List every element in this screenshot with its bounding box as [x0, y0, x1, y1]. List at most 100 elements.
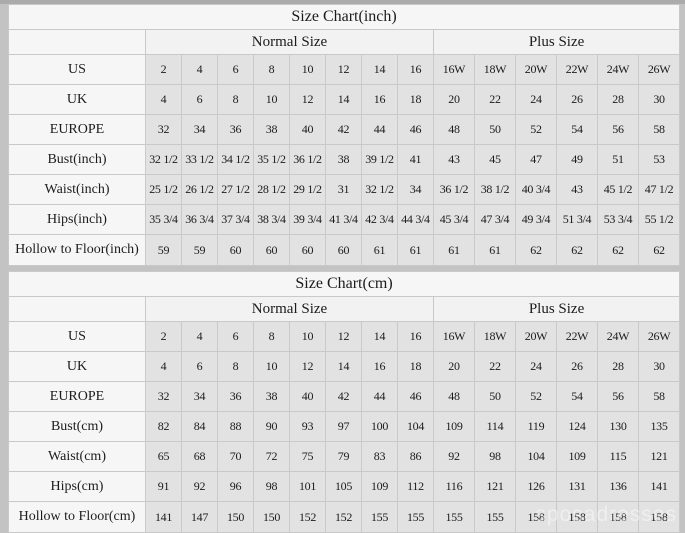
size-value-cell: 42	[325, 381, 362, 412]
row-label: Waist(inch)	[8, 174, 146, 205]
row-label: UK	[8, 351, 146, 382]
size-value-cell: 14	[361, 321, 398, 352]
size-value-cell: 152	[325, 501, 362, 533]
size-value-cell: 2	[145, 321, 182, 352]
size-value-cell: 27 1/2	[217, 174, 254, 205]
table-row: Waist(inch) 25 1/2 26 1/2 27 1/2 28 1/2 29 1/…	[8, 174, 681, 205]
size-value-cell: 42	[325, 114, 362, 145]
size-value-cell: 16W	[433, 321, 475, 352]
size-value-cell: 83	[361, 441, 398, 472]
plus-size-header: Plus Size	[432, 29, 681, 55]
size-value-cell: 24W	[597, 54, 639, 85]
size-value-cell: 121	[637, 441, 681, 472]
size-value-cell: 44 3/4	[397, 204, 434, 235]
size-value-cell: 62	[556, 234, 598, 266]
size-value-cell: 51 3/4	[556, 204, 598, 235]
size-value-cell: 61	[361, 234, 398, 266]
table-row: Hollow to Floor(inch) 59 59 60 60 60 60 61 61 61 6…	[8, 234, 681, 266]
size-value-cell: 155	[361, 501, 398, 533]
size-value-cell: 97	[325, 411, 362, 442]
size-value-cell: 61	[433, 234, 475, 266]
size-value-cell: 44	[361, 114, 398, 145]
size-value-cell: 36 1/2	[289, 144, 326, 175]
size-value-cell: 40	[289, 381, 326, 412]
size-value-cell: 70	[217, 441, 254, 472]
size-value-cell: 141	[145, 501, 182, 533]
size-value-cell: 60	[253, 234, 290, 266]
size-value-cell: 38 1/2	[474, 174, 516, 205]
size-value-cell: 51	[597, 144, 639, 175]
size-value-cell: 22W	[556, 54, 598, 85]
size-value-cell: 147	[181, 501, 218, 533]
size-value-cell: 12	[289, 84, 326, 115]
table-row: US 2 4 6 8 10 12 14 16 16W 18W 20W 22W 24W 26W	[8, 321, 681, 352]
table-row: US 2 4 6 8 10 12 14 16 16W 18W 20W 22W 24W 26W	[8, 54, 681, 85]
size-value-cell: 65	[145, 441, 182, 472]
size-value-cell: 62	[597, 234, 639, 266]
table-row: UK 4 6 8 10 12 14 16 18 20 22 24 26 28 30	[8, 84, 681, 115]
size-value-cell: 47 1/2	[637, 174, 681, 205]
size-value-cell: 88	[217, 411, 254, 442]
size-value-cell: 84	[181, 411, 218, 442]
size-value-cell: 12	[325, 321, 362, 352]
size-value-cell: 6	[181, 84, 218, 115]
size-value-cell: 56	[597, 381, 639, 412]
row-label: Bust(cm)	[8, 411, 146, 442]
size-value-cell: 61	[397, 234, 434, 266]
size-value-cell: 14	[325, 351, 362, 382]
size-value-cell: 38	[325, 144, 362, 175]
size-value-cell: 49 3/4	[515, 204, 557, 235]
table-title: Size Chart(cm)	[7, 271, 681, 297]
corner-cell	[8, 296, 146, 322]
size-value-cell: 32 1/2	[145, 144, 182, 175]
size-value-cell: 131	[556, 471, 598, 502]
size-value-cell: 43	[556, 174, 598, 205]
size-value-cell: 39 3/4	[289, 204, 326, 235]
size-value-cell: 18W	[474, 321, 516, 352]
size-value-cell: 16	[397, 321, 434, 352]
size-value-cell: 38	[253, 381, 290, 412]
size-value-cell: 6	[217, 54, 254, 85]
size-value-cell: 16	[361, 351, 398, 382]
size-value-cell: 8	[253, 54, 290, 85]
size-value-cell: 29 1/2	[289, 174, 326, 205]
size-value-cell: 53	[637, 144, 681, 175]
size-value-cell: 26	[556, 84, 598, 115]
size-value-cell: 124	[556, 411, 598, 442]
size-value-cell: 30	[637, 84, 681, 115]
size-value-cell: 114	[474, 411, 516, 442]
size-value-cell: 158	[515, 501, 557, 533]
table-row: UK 4 6 8 10 12 14 16 18 20 22 24 26 28 30	[8, 351, 681, 382]
size-value-cell: 58	[637, 114, 681, 145]
size-value-cell: 47 3/4	[474, 204, 516, 235]
size-value-cell: 92	[181, 471, 218, 502]
size-value-cell: 22W	[556, 321, 598, 352]
row-label: UK	[8, 84, 146, 115]
size-value-cell: 52	[515, 114, 557, 145]
size-value-cell: 112	[397, 471, 434, 502]
size-value-cell: 105	[325, 471, 362, 502]
size-value-cell: 16	[361, 84, 398, 115]
size-value-cell: 75	[289, 441, 326, 472]
size-value-cell: 141	[637, 471, 681, 502]
table-row: Bust(inch) 32 1/2 33 1/2 34 1/2 35 1/2 36 1/2…	[8, 144, 681, 175]
size-value-cell: 109	[361, 471, 398, 502]
column-group-row: Normal Size Plus Size	[8, 296, 681, 322]
size-value-cell: 12	[289, 351, 326, 382]
size-value-cell: 36 3/4	[181, 204, 218, 235]
size-value-cell: 10	[289, 54, 326, 85]
table-row: Waist(cm) 65 68 70 72 75 79 83 86 92 98 104 109 115 12…	[8, 441, 681, 472]
size-value-cell: 2	[145, 54, 182, 85]
size-value-cell: 31	[325, 174, 362, 205]
size-value-cell: 79	[325, 441, 362, 472]
size-value-cell: 35 3/4	[145, 204, 182, 235]
size-value-cell: 34	[181, 114, 218, 145]
size-value-cell: 38	[253, 114, 290, 145]
size-value-cell: 48	[433, 381, 475, 412]
size-value-cell: 90	[253, 411, 290, 442]
size-value-cell: 41	[397, 144, 434, 175]
size-value-cell: 4	[181, 54, 218, 85]
size-value-cell: 14	[325, 84, 362, 115]
size-value-cell: 20	[433, 84, 475, 115]
